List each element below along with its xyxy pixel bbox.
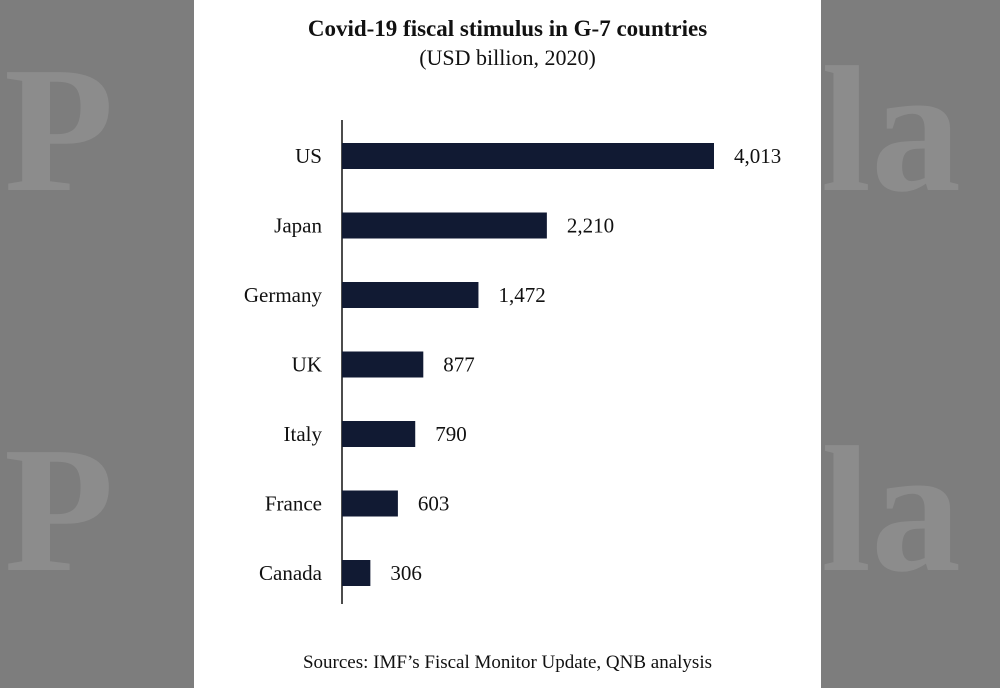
- bar-germany: [342, 282, 479, 308]
- chart-card: Covid-19 fiscal stimulus in G-7 countrie…: [194, 0, 821, 688]
- category-label-canada: Canada: [259, 561, 323, 585]
- bar-france: [342, 490, 398, 517]
- source-note: Sources: IMF’s Fiscal Monitor Update, QN…: [302, 652, 712, 673]
- category-label-us: US: [295, 144, 322, 168]
- value-label-italy: 790: [435, 422, 467, 446]
- bar-canada: [342, 560, 371, 586]
- value-label-uk: 877: [443, 353, 475, 377]
- bars-group: US 4,013 Japan 2,210 Germany 1,472 UK 877 Italy 7…: [244, 143, 781, 586]
- value-label-france: 603: [418, 492, 450, 516]
- bar-us: [342, 143, 714, 169]
- category-label-italy: Italy: [284, 422, 323, 446]
- value-label-canada: 306: [390, 561, 422, 585]
- chart-subtitle: (USD billion, 2020): [419, 45, 596, 70]
- category-label-germany: Germany: [244, 283, 323, 307]
- chart-title: Covid-19 fiscal stimulus in G-7 countrie…: [307, 16, 708, 41]
- watermark-logo-bottom-right: la: [821, 410, 962, 609]
- category-label-uk: UK: [292, 353, 322, 377]
- bar-chart: US 4,013 Japan 2,210 Germany 1,472 UK 877 Italy 7…: [244, 120, 781, 604]
- value-label-japan: 2,210: [567, 214, 614, 238]
- watermark-logo-top-right: la: [821, 30, 962, 229]
- category-label-japan: Japan: [274, 214, 322, 238]
- bar-japan: [342, 212, 547, 239]
- bar-uk: [342, 351, 424, 378]
- watermark-logo-top: P: [4, 30, 114, 229]
- category-label-france: France: [265, 492, 322, 516]
- value-label-us: 4,013: [734, 144, 781, 168]
- value-label-germany: 1,472: [498, 283, 545, 307]
- watermark-logo-bottom: P: [4, 410, 114, 609]
- left-side-panel: P P: [0, 0, 194, 688]
- bar-italy: [342, 421, 416, 447]
- right-side-panel: la la: [821, 0, 1000, 688]
